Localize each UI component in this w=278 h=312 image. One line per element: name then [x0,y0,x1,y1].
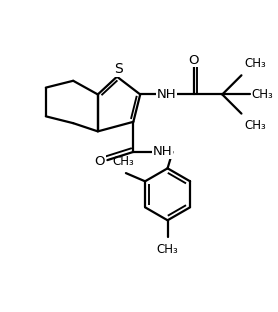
Text: CH₃: CH₃ [157,243,178,256]
Text: CH₃: CH₃ [245,119,267,132]
Text: O: O [95,155,105,168]
Text: O: O [188,54,199,67]
Text: S: S [114,62,123,76]
Text: CH₃: CH₃ [112,155,134,168]
Text: CH₃: CH₃ [245,57,267,70]
Text: NH: NH [157,88,176,101]
Text: NH: NH [152,145,172,158]
Text: CH₃: CH₃ [251,88,273,101]
